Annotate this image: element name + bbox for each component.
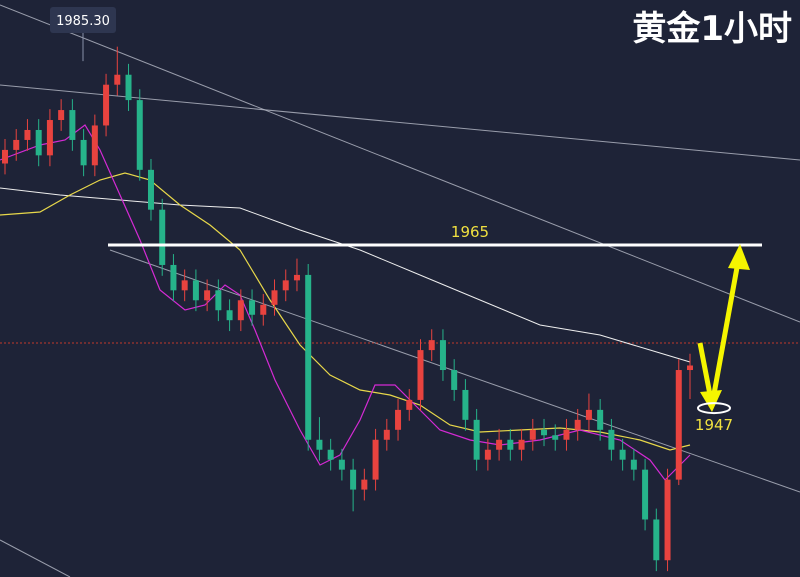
candle-body bbox=[215, 290, 222, 311]
candle-body bbox=[608, 429, 615, 450]
candle-body bbox=[35, 129, 42, 156]
candle-body bbox=[260, 304, 267, 315]
candle-body bbox=[630, 459, 637, 470]
tooltip-box bbox=[50, 7, 116, 33]
candle-body bbox=[541, 429, 548, 436]
trend-line bbox=[0, 84, 800, 161]
candle-body bbox=[406, 399, 413, 410]
candle-body bbox=[372, 439, 379, 480]
candle-body bbox=[496, 439, 503, 450]
candle-body bbox=[350, 469, 357, 490]
candle-body bbox=[395, 409, 402, 430]
candle-body bbox=[282, 280, 289, 291]
candle-body bbox=[181, 280, 188, 291]
target-ring bbox=[697, 402, 731, 415]
candle-body bbox=[271, 290, 278, 305]
candle-body bbox=[484, 449, 491, 460]
trend-line bbox=[0, 539, 71, 577]
level-label: 1965 bbox=[451, 223, 489, 241]
candle-body bbox=[237, 300, 244, 321]
candle-body bbox=[58, 110, 65, 121]
candle-body bbox=[293, 274, 300, 281]
candle-body bbox=[136, 100, 143, 170]
chart-title: 黄金1小时 bbox=[632, 9, 792, 49]
tooltip-label: 1985.30 bbox=[56, 14, 110, 29]
candle-body bbox=[46, 120, 53, 156]
candle-body bbox=[361, 479, 368, 490]
candle-body bbox=[585, 409, 592, 420]
candle-body bbox=[249, 300, 256, 315]
candle-body bbox=[417, 350, 424, 400]
candle-body bbox=[327, 449, 334, 460]
candle-body bbox=[305, 274, 312, 440]
candle-body bbox=[114, 74, 121, 85]
candle-body bbox=[642, 469, 649, 520]
candle-body bbox=[428, 340, 435, 351]
candle-body bbox=[2, 149, 8, 164]
candle-body bbox=[125, 74, 132, 101]
candle-body bbox=[69, 110, 76, 140]
trend-line bbox=[0, 4, 800, 323]
candle-body bbox=[597, 409, 604, 430]
candle-body bbox=[574, 419, 581, 430]
arrow-head bbox=[728, 244, 750, 270]
candle-body bbox=[518, 439, 525, 450]
candle-body bbox=[338, 459, 345, 470]
candle-body bbox=[687, 365, 693, 371]
candle-body bbox=[552, 435, 559, 440]
candle-body bbox=[619, 449, 626, 460]
candle-body bbox=[529, 429, 536, 440]
candle-body bbox=[13, 139, 20, 150]
candle-body bbox=[563, 429, 570, 440]
candle-body bbox=[451, 370, 458, 390]
target-label: 1947 bbox=[695, 416, 733, 434]
candle-body bbox=[192, 280, 199, 301]
ma-line bbox=[0, 187, 691, 363]
candle-body bbox=[473, 419, 480, 460]
arrow-head bbox=[700, 390, 722, 412]
candle-body bbox=[383, 429, 390, 440]
candle-body bbox=[462, 389, 469, 420]
candle-body bbox=[439, 340, 446, 371]
candle-body bbox=[91, 125, 98, 166]
candle-body bbox=[675, 370, 682, 480]
candle-body bbox=[170, 264, 177, 291]
candle-body bbox=[664, 479, 671, 561]
candle-body bbox=[159, 209, 166, 265]
candle-body bbox=[316, 439, 323, 450]
candle-body bbox=[204, 290, 211, 301]
candle-body bbox=[226, 310, 233, 321]
candle-body bbox=[80, 139, 87, 166]
ma-line bbox=[0, 124, 691, 481]
candle-body bbox=[653, 519, 660, 561]
candles bbox=[2, 33, 693, 572]
candle-body bbox=[147, 169, 154, 210]
candle-body bbox=[507, 439, 514, 450]
candle-body bbox=[24, 129, 31, 140]
ma-line bbox=[0, 172, 691, 451]
candle-body bbox=[103, 84, 110, 126]
